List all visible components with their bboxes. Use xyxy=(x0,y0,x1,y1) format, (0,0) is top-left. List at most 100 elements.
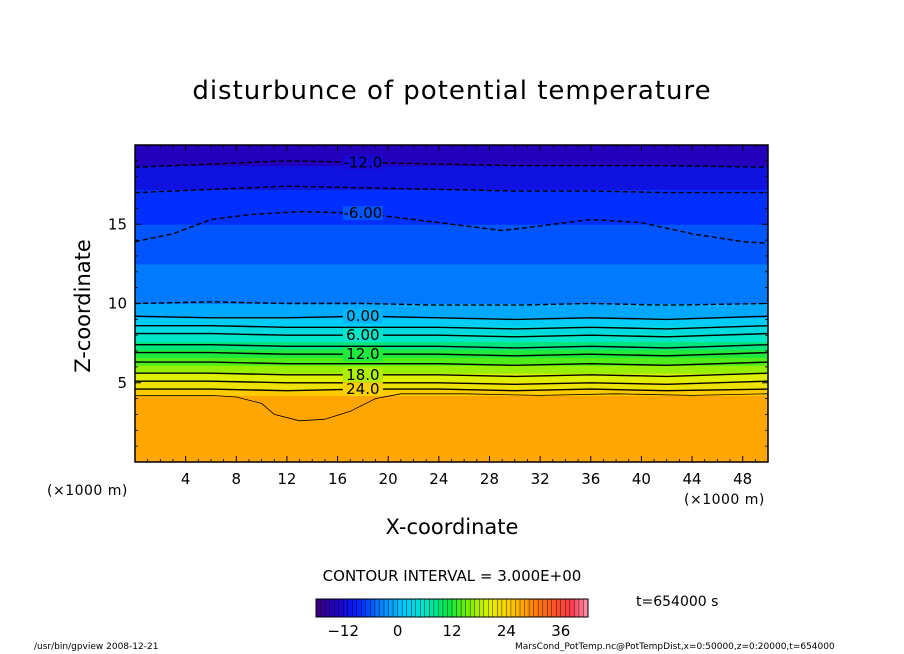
colorbar-tick-label: 0 xyxy=(393,622,403,640)
x-unit-label-left: (×1000 m) xyxy=(47,483,128,499)
colorbar-cell xyxy=(361,598,367,618)
contour-label-bg xyxy=(342,206,383,221)
x-tick-label: 4 xyxy=(181,470,191,488)
colorbar-cell xyxy=(324,598,331,618)
colorbar-cell xyxy=(515,598,521,618)
colorbar-cell xyxy=(429,598,435,618)
colorbar-cell xyxy=(347,598,353,618)
colorbar-cell xyxy=(438,598,444,618)
colorbar-cell xyxy=(451,598,458,618)
x-tick-label: 32 xyxy=(531,470,550,488)
contour-label-bg xyxy=(342,309,383,324)
color-band xyxy=(135,365,768,374)
colorbar-cell xyxy=(506,598,512,618)
contour-label-bg xyxy=(342,382,383,397)
contour-line xyxy=(135,344,768,349)
colorbar-cell xyxy=(333,598,340,618)
colorbar-cell xyxy=(397,598,403,618)
colorbar-cell xyxy=(560,598,566,618)
color-band xyxy=(135,333,768,343)
color-band xyxy=(135,373,768,382)
colorbar-cell xyxy=(497,598,503,618)
y-tick-label: 10 xyxy=(108,295,127,313)
contour-label: 24.0 xyxy=(346,380,379,398)
colorbar-tick-label: 36 xyxy=(551,622,570,640)
color-band xyxy=(135,317,768,327)
colorbar-cell xyxy=(565,598,571,618)
colorbar-cell xyxy=(420,598,426,618)
contour-label-bg xyxy=(342,367,383,382)
colorbar-cell xyxy=(510,598,516,618)
x-tick-label: 48 xyxy=(733,470,752,488)
contour-label: 12.0 xyxy=(346,345,379,363)
color-band xyxy=(135,189,768,225)
colorbar-cell xyxy=(447,598,453,618)
x-tick-label: 28 xyxy=(480,470,499,488)
contour-label-bg xyxy=(342,328,383,343)
color-band xyxy=(135,263,768,304)
x-tick-label: 16 xyxy=(328,470,347,488)
color-band xyxy=(135,389,768,396)
contour-line xyxy=(135,388,768,392)
colorbar-cell xyxy=(465,598,471,618)
colorbar-cell xyxy=(533,598,539,618)
contour-line xyxy=(135,315,768,321)
colorbar-cell xyxy=(424,598,430,618)
colorbar-cell xyxy=(488,598,494,618)
y-tick-label: 15 xyxy=(108,215,127,233)
footer-right: MarsCond_PotTemp.nc@PotTempDist,x=0:5000… xyxy=(515,642,835,652)
colorbar-cell xyxy=(315,598,322,618)
x-tick-label: 44 xyxy=(682,470,701,488)
contour-interval-label: CONTOUR INTERVAL = 3.000E+00 xyxy=(322,567,582,585)
contour-line xyxy=(135,185,768,194)
contour-label: 6.00 xyxy=(346,326,379,344)
colorbar-cell xyxy=(578,598,584,618)
colorbar-cell xyxy=(556,598,562,618)
colorbar-cell xyxy=(356,598,362,618)
y-tick-label: 5 xyxy=(117,374,127,392)
colorbar-cell xyxy=(320,598,326,618)
contour-label: 0.00 xyxy=(346,307,379,325)
contour-line xyxy=(135,301,768,306)
colorbar-cell xyxy=(569,598,575,618)
contour-label: -6.00 xyxy=(343,204,382,222)
color-band xyxy=(135,145,768,167)
colorbar-cell xyxy=(392,598,399,618)
x-tick-label: 24 xyxy=(429,470,448,488)
colorbar-cell xyxy=(474,598,480,618)
x-tick-label: 12 xyxy=(277,470,296,488)
color-band xyxy=(135,395,768,462)
color-band xyxy=(135,357,768,366)
color-band xyxy=(135,325,768,335)
colorbar-cell xyxy=(370,598,376,618)
color-band xyxy=(135,381,768,390)
color-band xyxy=(135,303,768,319)
x-tick-label: 40 xyxy=(632,470,651,488)
colorbar-cell xyxy=(542,598,548,618)
contour-line xyxy=(135,210,768,244)
colorbar-cell xyxy=(365,598,371,618)
contour-line xyxy=(135,380,768,386)
contour-line xyxy=(135,332,768,338)
color-band xyxy=(135,341,768,350)
colorbar-cell xyxy=(460,598,467,618)
colorbar-cell xyxy=(574,598,580,618)
colorbar-cell xyxy=(343,598,349,618)
colorbar-cell xyxy=(547,598,553,618)
colorbar-cell xyxy=(411,598,417,618)
colorbar-cell xyxy=(528,598,535,618)
colorbar-cell xyxy=(415,598,421,618)
colorbar-tick-label: −12 xyxy=(327,622,359,640)
colorbar-cell xyxy=(551,598,557,618)
x-tick-label: 36 xyxy=(581,470,600,488)
colorbar-tick-label: 24 xyxy=(497,622,516,640)
contour-label-bg xyxy=(342,347,383,362)
colorbar-tick-label: 12 xyxy=(442,622,461,640)
contour-label: -12.0 xyxy=(343,153,382,171)
x-axis-label: X-coordinate xyxy=(385,515,519,539)
colorbar-cell xyxy=(524,598,530,618)
colorbar-cell xyxy=(352,598,358,618)
colorbar-cell xyxy=(479,598,485,618)
colorbar-cell xyxy=(379,598,385,618)
